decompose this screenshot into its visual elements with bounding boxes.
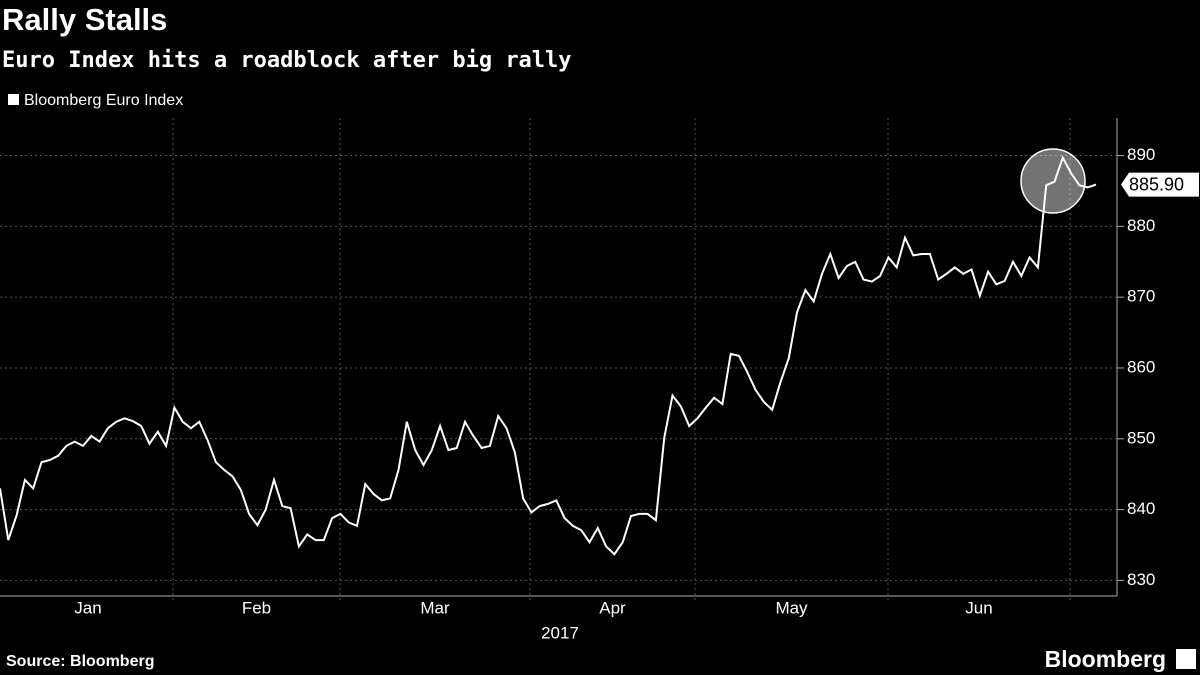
last-value-tag <box>1121 172 1199 197</box>
x-tick-label: Jun <box>965 598 992 617</box>
legend-label: Bloomberg Euro Index <box>24 92 183 109</box>
x-tick-label: May <box>775 598 808 617</box>
y-tick-label: 830 <box>1127 570 1155 589</box>
x-tick-label: Apr <box>599 598 626 617</box>
legend-swatch <box>8 94 19 105</box>
brand: Bloomberg <box>1045 646 1166 672</box>
chart-title: Rally Stalls <box>2 2 167 37</box>
y-tick-label: 850 <box>1127 428 1155 447</box>
last-value-label: 885.90 <box>1129 174 1184 194</box>
x-year-label: 2017 <box>541 623 579 642</box>
y-tick-label: 890 <box>1127 145 1155 164</box>
x-tick-label: Mar <box>420 598 450 617</box>
x-tick-label: Feb <box>242 598 271 617</box>
chart-subtitle: Euro Index hits a roadblock after big ra… <box>2 48 572 73</box>
series-line <box>0 155 1097 556</box>
y-tick-label: 840 <box>1127 499 1155 518</box>
highlight-circle <box>1020 148 1086 214</box>
y-tick-label: 860 <box>1127 357 1155 376</box>
y-tick-label: 880 <box>1127 216 1155 235</box>
x-tick-label: Jan <box>74 598 101 617</box>
brand-icon <box>1176 649 1196 669</box>
source: Source: Bloomberg <box>6 653 154 670</box>
y-tick-label: 870 <box>1127 287 1155 306</box>
